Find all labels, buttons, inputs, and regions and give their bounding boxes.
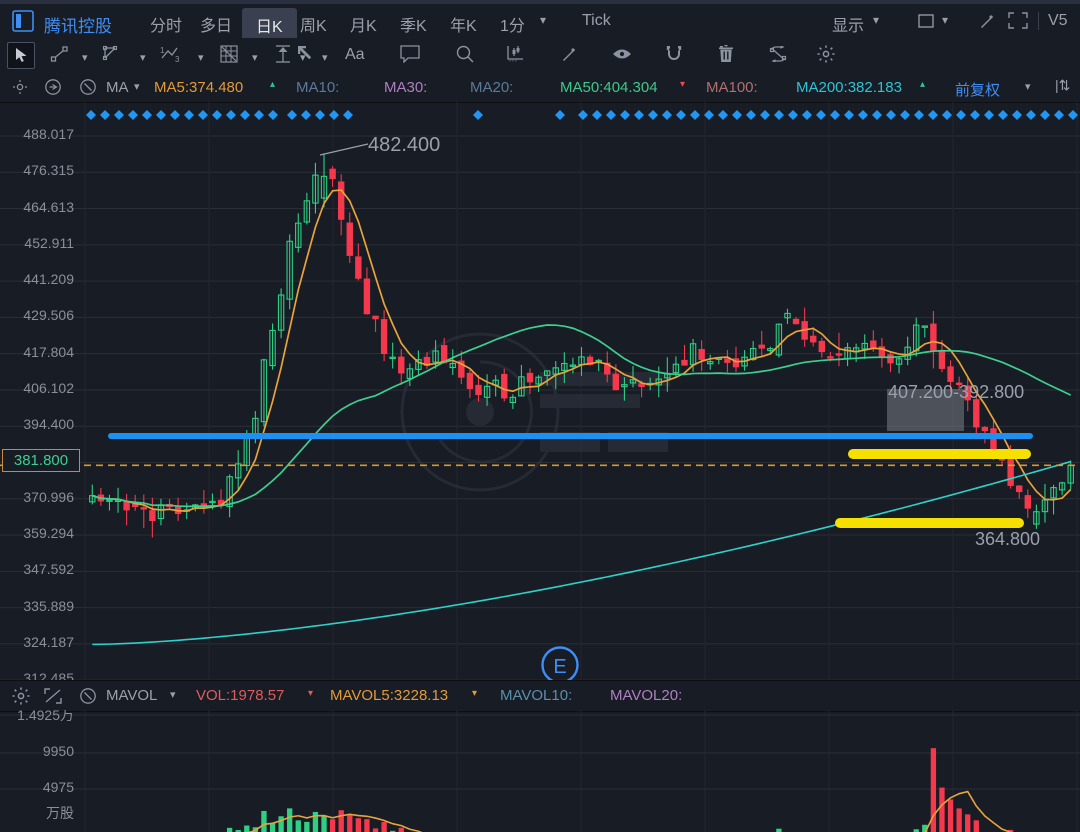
svg-text:1: 1	[160, 46, 165, 55]
svg-text:E: E	[553, 656, 566, 678]
svg-text:3: 3	[175, 55, 180, 63]
